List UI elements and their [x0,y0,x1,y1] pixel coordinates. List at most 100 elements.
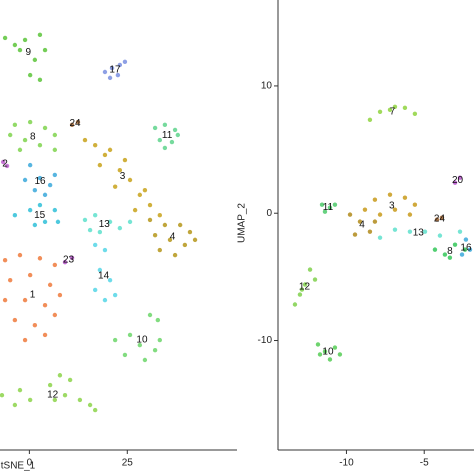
cell-point [362,207,368,212]
cell-point [127,332,133,338]
cell-point [175,132,181,138]
cell-point [22,137,28,143]
x-tick-label: 0 [27,458,33,469]
cell-point [42,125,48,131]
cell-point [297,292,303,297]
cell-point [37,256,43,261]
cell-point [437,233,443,238]
cell-point [62,393,68,398]
cell-point [352,232,358,237]
cell-point [387,107,393,113]
cluster-label: 12 [299,282,311,293]
cell-point [102,247,108,253]
cell-point [87,402,93,408]
cell-point [2,297,8,303]
cell-point [327,357,333,362]
cell-point [152,232,158,238]
cell-point [377,109,383,114]
cell-point [172,127,178,133]
cell-point [69,122,75,128]
cell-point [22,297,28,303]
cell-point [92,142,98,148]
cell-point [367,229,373,234]
cell-point [132,207,138,213]
cell-point [82,217,88,223]
cell-point [87,227,93,233]
cell-point [2,258,8,263]
cell-point [459,252,465,257]
cell-point [312,277,318,282]
cell-point [462,247,468,252]
cluster-label: 14 [98,270,110,281]
cell-point [117,225,123,231]
cell-point [112,292,118,298]
cluster: 7 [367,104,418,122]
cell-point [32,222,38,228]
cell-point [367,117,373,122]
cell-point [177,222,183,228]
cell-point [127,177,133,183]
cluster-label: 24 [69,118,81,129]
cell-point [12,42,18,48]
cluster: 11 [319,202,338,214]
cell-point [115,72,121,78]
cluster-label: 13 [99,219,111,230]
cell-point [27,72,33,78]
cluster-label: 11 [162,130,173,141]
cell-point [117,62,123,68]
cluster: 17 [102,59,128,81]
cell-point [347,212,353,217]
cell-point [92,287,98,293]
x-axis-label: tSNE_1 [1,461,36,472]
cell-point [122,59,128,65]
cell-point [109,65,115,71]
cell-point [463,237,469,242]
cell-point [37,202,43,208]
cell-point [77,397,83,403]
cluster-label: 15 [34,210,46,221]
cell-point [155,317,161,323]
cluster-label: 4 [170,231,176,242]
cell-point [0,159,6,165]
cell-point [152,125,158,131]
cell-point [147,202,153,208]
cell-point [82,137,88,143]
cell-point [327,205,333,210]
cell-point [75,119,81,125]
cell-point [157,213,162,218]
cell-point [17,252,23,258]
cluster-label: 3 [389,200,395,211]
cluster: 9 [2,32,48,83]
cell-point [122,352,128,358]
cell-point [372,219,378,224]
cell-point [452,242,458,247]
cell-point [332,345,338,350]
cluster: 11 [152,122,181,151]
cell-point [102,152,108,158]
cell-point [27,162,33,168]
cluster: 16 [22,162,58,198]
cell-point [402,105,408,111]
cell-point [17,147,23,153]
panel: -10 -5 -10 0 10 UMAP_2 7 20 11 3 4 24 13 8 16 12 10 [237,0,474,469]
cell-point [42,303,48,308]
cell-point [52,207,58,213]
cell-point [412,111,418,117]
cell-point [142,187,148,193]
cell-point [17,47,23,53]
cell-point [162,145,168,151]
cell-point [42,192,48,198]
cell-point [57,292,63,298]
cell-point [322,209,328,214]
cell-point [169,139,175,145]
cell-point [299,287,305,292]
cell-point [407,229,413,234]
cell-point [452,180,458,185]
y-tick-label: -10 [258,335,273,346]
cell-point [107,219,113,225]
cluster-label: 3 [120,171,126,182]
cluster: 8 [432,242,468,260]
cell-point [97,229,103,235]
cell-point [112,184,118,189]
cell-point [107,277,113,283]
